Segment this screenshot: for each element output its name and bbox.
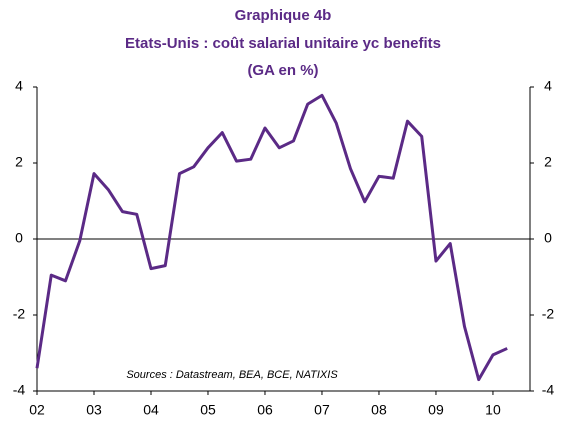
annotation: Sources : Datastream, BEA, BCE, NATIXIS — [126, 369, 338, 381]
y-tick-label: -4 — [13, 382, 26, 398]
chart-title: Graphique 4b — [235, 7, 332, 24]
y-tick-label: 4 — [15, 78, 23, 94]
y2-tick-label: 4 — [544, 78, 552, 94]
x-tick-label: 04 — [143, 402, 159, 418]
y2-tick-label: -2 — [542, 306, 555, 322]
line-series — [35, 93, 508, 382]
x-tick-label: 07 — [314, 402, 330, 418]
x-tick-label: 10 — [485, 402, 501, 418]
chart-subtitle: Etats-Unis : coût salarial unitaire yc b… — [125, 35, 441, 52]
y2-tick-label: 0 — [544, 230, 552, 246]
x-tick-label: 08 — [371, 402, 387, 418]
y-tick-label: 0 — [15, 230, 23, 246]
chart-subtitle: (GA en %) — [247, 62, 318, 79]
x-tick-label: 05 — [200, 402, 216, 418]
x-tick-label: 09 — [428, 402, 444, 418]
y-tick-label: -2 — [13, 306, 26, 322]
y2-tick-label: -4 — [542, 382, 555, 398]
x-tick-label: 02 — [29, 402, 45, 418]
x-tick-label: 03 — [86, 402, 102, 418]
x-tick-label: 06 — [257, 402, 273, 418]
y2-tick-label: 2 — [544, 154, 552, 170]
y-tick-label: 2 — [15, 154, 23, 170]
